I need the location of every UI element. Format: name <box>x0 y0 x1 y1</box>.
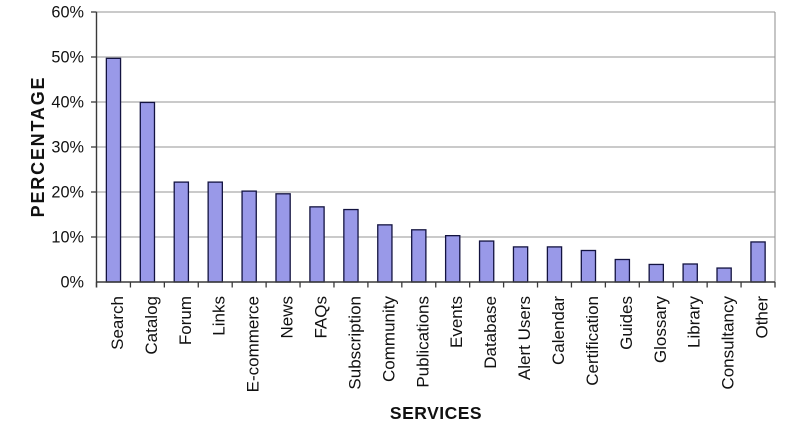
svg-text:PERCENTAGE: PERCENTAGE <box>28 76 48 218</box>
svg-text:20%: 20% <box>51 184 84 202</box>
svg-text:Events: Events <box>447 296 466 348</box>
svg-text:Other: Other <box>753 296 772 339</box>
svg-text:60%: 60% <box>51 4 84 22</box>
svg-text:E-commerce: E-commerce <box>244 296 263 392</box>
svg-text:Glossary: Glossary <box>651 296 670 364</box>
svg-text:Consultancy: Consultancy <box>719 296 738 390</box>
svg-text:Search: Search <box>108 296 127 350</box>
svg-text:SERVICES: SERVICES <box>390 403 482 423</box>
svg-text:Alert Users: Alert Users <box>515 296 534 380</box>
svg-text:Guides: Guides <box>617 296 636 350</box>
svg-text:Calendar: Calendar <box>549 296 568 365</box>
svg-text:Certification: Certification <box>583 296 602 386</box>
svg-text:FAQs: FAQs <box>312 296 331 339</box>
svg-text:News: News <box>278 296 297 339</box>
svg-text:Subscription: Subscription <box>345 296 364 390</box>
svg-text:40%: 40% <box>51 94 84 112</box>
svg-text:Publications: Publications <box>413 296 432 388</box>
svg-text:50%: 50% <box>51 49 84 67</box>
svg-text:10%: 10% <box>51 229 84 247</box>
svg-text:Catalog: Catalog <box>142 296 161 355</box>
svg-text:30%: 30% <box>51 139 84 157</box>
svg-text:Library: Library <box>685 296 704 348</box>
svg-text:Links: Links <box>210 296 229 336</box>
svg-text:Forum: Forum <box>176 296 195 345</box>
svg-text:Community: Community <box>379 296 398 382</box>
svg-text:Database: Database <box>481 296 500 369</box>
svg-text:0%: 0% <box>60 274 84 292</box>
